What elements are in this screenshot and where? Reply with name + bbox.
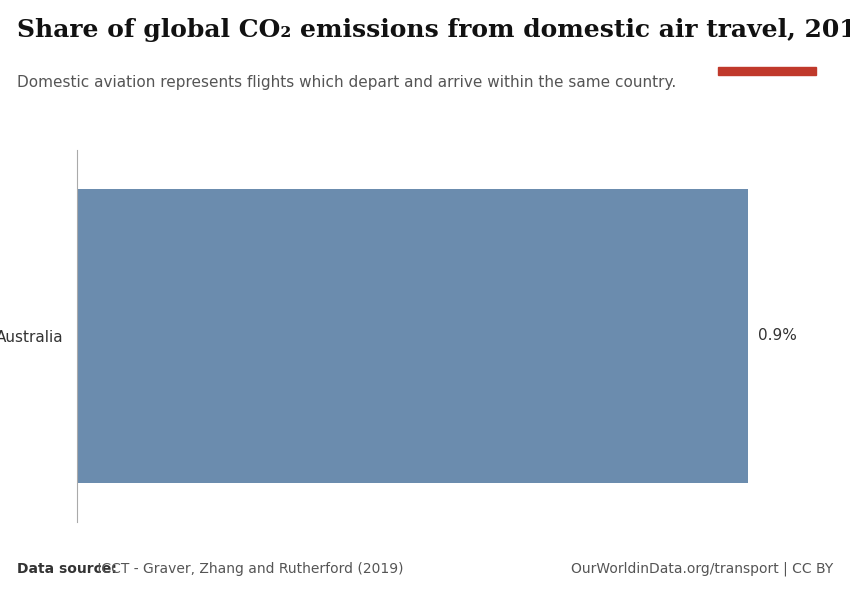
Bar xyxy=(718,67,816,75)
Text: 0.9%: 0.9% xyxy=(758,329,797,343)
Text: Our World: Our World xyxy=(734,25,801,38)
Text: Share of global CO₂ emissions from domestic air travel, 2018: Share of global CO₂ emissions from domes… xyxy=(17,18,850,42)
Text: Data source:: Data source: xyxy=(17,562,116,576)
Text: in Data: in Data xyxy=(743,44,791,58)
Text: ICCT - Graver, Zhang and Rutherford (2019): ICCT - Graver, Zhang and Rutherford (201… xyxy=(93,562,403,576)
Text: Domestic aviation represents flights which depart and arrive within the same cou: Domestic aviation represents flights whi… xyxy=(17,75,677,90)
Text: OurWorldinData.org/transport | CC BY: OurWorldinData.org/transport | CC BY xyxy=(570,562,833,576)
Bar xyxy=(76,189,748,483)
